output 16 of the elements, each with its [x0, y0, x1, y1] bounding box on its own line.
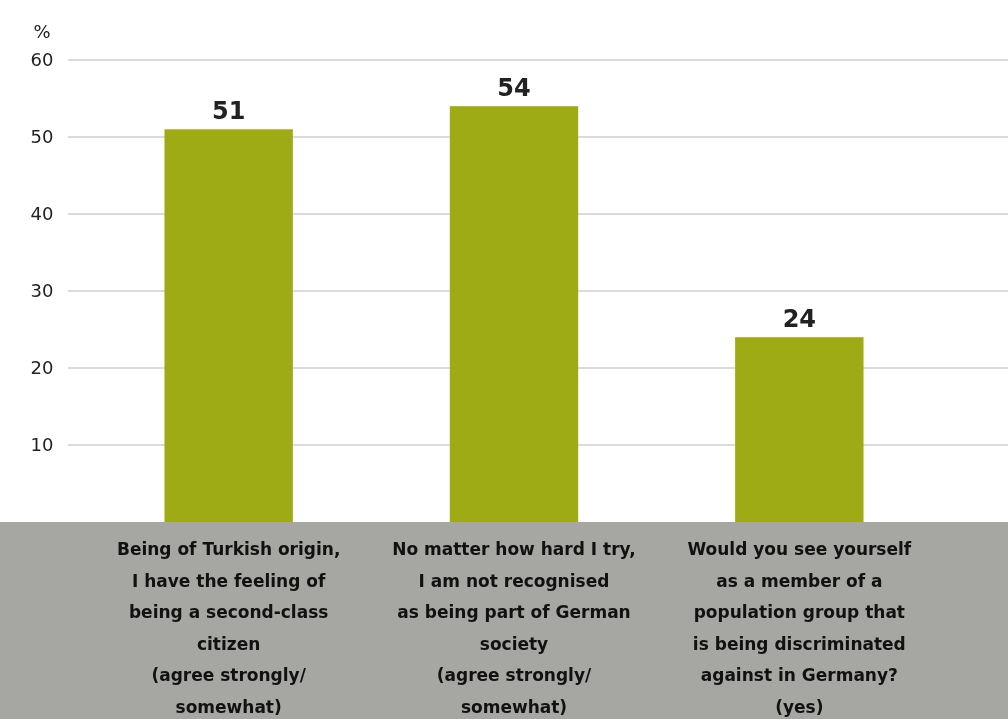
x-tick-label: No matter how hard I try, I am not recognised as being part of German society (agree strongly/ somewhat) [392, 539, 636, 717]
y-tick-label: 20 [30, 357, 54, 378]
data-label: 51 [211, 97, 246, 126]
y-tick-label: 40 [30, 203, 54, 224]
y-tick-label: 50 [30, 126, 54, 147]
data-label: 54 [497, 74, 531, 103]
y-axis-title: % [33, 21, 51, 42]
y-tick-label: 10 [30, 434, 54, 455]
x-tick-label: Would you see yourself as a member of a population group that is being discriminated against in Germany? (yes) [687, 539, 912, 717]
bar [164, 129, 293, 522]
bar [735, 337, 864, 522]
x-tick-label: Being of Turkish origin, I have the feeling of being a second-class citizen (agree strongly/ somewhat) [116, 539, 341, 717]
y-tick-label: 30 [30, 280, 54, 301]
bar [449, 106, 579, 522]
data-label: 24 [782, 305, 817, 334]
y-tick-label: 60 [30, 49, 54, 70]
